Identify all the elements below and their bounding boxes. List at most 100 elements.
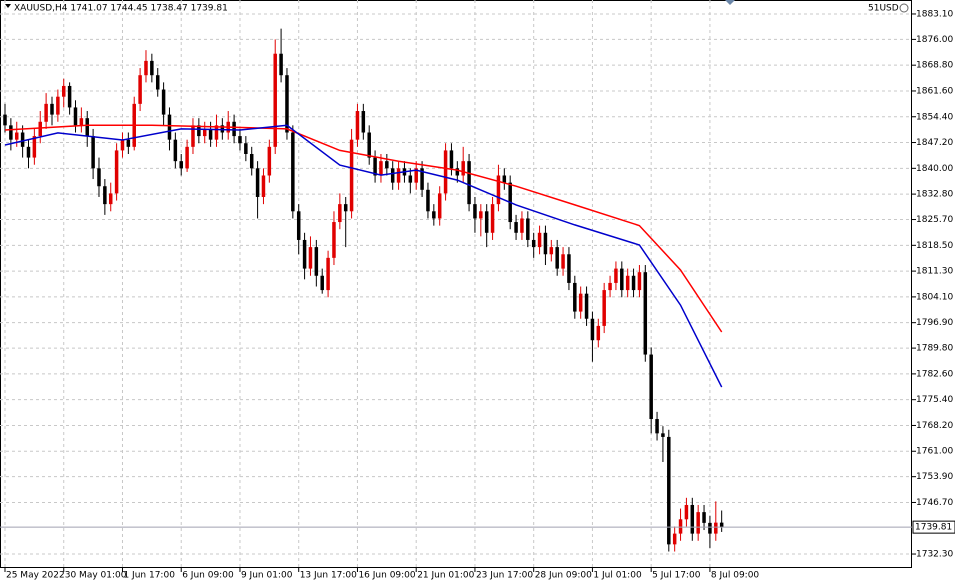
candle-body [167,114,172,140]
x-tick-label: 13 Jun 17:00 [300,571,357,581]
candle-body [44,103,48,122]
shift-marker [725,0,735,5]
candle-body [696,512,700,534]
y-tick-label: 1861.60 [916,86,953,96]
candle-body [631,275,636,291]
candle-body [573,282,577,312]
x-tick-label: 5 Jul 17:00 [652,571,701,581]
candle-body [608,282,612,291]
candle-body [161,89,166,115]
candle-body [302,239,307,269]
candle-body [173,139,178,162]
candle-body [584,293,589,319]
candle-body [432,211,436,219]
y-tick-label: 1746.70 [916,498,953,508]
candle-body [443,150,448,194]
candle-body [185,146,189,169]
candle-body [602,290,606,326]
candle-body [379,161,383,176]
candle-body [50,103,54,115]
candle-body [349,139,354,212]
y-tick-label: 1868.80 [916,61,953,71]
candle-body [549,247,554,255]
candle-body [126,139,131,147]
candle-body [385,161,389,169]
candle-body [537,232,542,248]
plot-frame [0,0,912,568]
candle-body [514,222,518,233]
candle-body [467,161,471,205]
y-tick-label: 1818.50 [916,241,953,251]
y-tick-label: 1811.30 [916,267,953,277]
x-tick-label: 21 Jun 01:00 [417,571,474,581]
x-tick-label: 6 Jun 09:00 [182,571,234,581]
x-tick-label: 1 Jul 01:00 [593,571,642,581]
candle-body [596,325,601,341]
candle-body [249,153,254,169]
candle-body [390,168,395,183]
x-tick-label: 16 Jun 09:00 [358,571,415,581]
candle-body [138,75,142,104]
candle-body [437,193,442,219]
candle-body [708,522,712,534]
candle-body [108,193,113,205]
x-tick-label: 1 Jun 17:00 [123,571,175,581]
close-icon[interactable] [899,3,909,13]
x-tick-label: 25 May 2022 [6,571,65,581]
candle-body [567,254,571,283]
candle-body [496,175,501,205]
candle-body [214,125,219,140]
candle-body [690,504,695,534]
candle-body [502,175,507,183]
candle-body [614,268,618,283]
candle-body [202,128,207,137]
y-tick-label: 1753.90 [916,472,953,482]
candle-body [61,85,66,97]
y-tick-label: 1789.80 [916,344,953,354]
candle-body [79,118,84,126]
candle-body [255,168,260,197]
candle-body [408,175,413,183]
y-tick-label: 1840.00 [916,164,953,174]
grid [0,0,912,568]
candle-body [73,107,78,126]
candle-body [20,132,25,147]
x-tick-label: 8 Jul 09:00 [711,571,760,581]
candle-body [279,53,283,76]
candle-body [555,247,559,269]
x-tick-label: 30 May 01:00 [65,571,127,581]
candle-body [719,522,724,528]
candle-body [103,186,107,205]
candle-body [543,232,548,255]
candle-body [355,111,360,140]
candle-body [578,293,583,312]
x-tick-label: 28 Jun 09:00 [535,571,592,581]
candle-body [643,272,648,355]
candle-body [244,143,248,154]
moving-average [4,124,723,333]
moving-average [4,124,723,388]
y-tick-label: 1876.00 [916,35,953,45]
candle-body [637,272,642,291]
x-tick-label: 9 Jun 01:00 [241,571,293,581]
candle-body [426,189,430,212]
y-tick-label: 1854.40 [916,112,953,122]
candle-body [455,168,460,176]
symbol-icon [5,4,11,8]
candle-body [179,161,183,169]
candle-body [667,436,671,545]
candle-body [672,533,677,545]
candle-body [150,60,154,76]
candle-body [314,247,319,276]
candle-body [285,75,289,133]
candle-body [238,136,242,144]
candle-body [702,512,706,523]
candle-body [526,218,530,240]
candle-body [197,125,201,137]
marks [3,28,724,552]
candle-body [308,247,313,269]
y-tick-label: 1832.80 [916,190,953,200]
y-tick-label: 1761.00 [916,447,953,457]
candle-body [361,111,366,133]
